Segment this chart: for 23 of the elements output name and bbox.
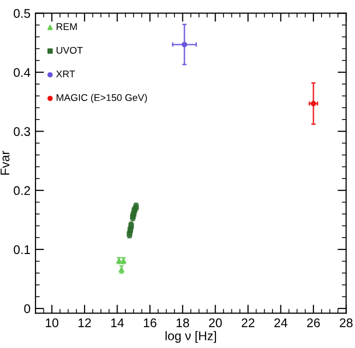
x-tick-label: 22 xyxy=(242,318,254,328)
x-tick-label: 10 xyxy=(46,318,58,328)
legend-label: UVOT xyxy=(56,46,83,54)
y-tick-label: 0.5 xyxy=(14,9,30,18)
x-tick-label: 14 xyxy=(111,318,124,328)
x-tick-label: 24 xyxy=(274,318,288,328)
y-tick-label: 0.2 xyxy=(14,186,30,196)
legend-label: XRT xyxy=(56,70,75,78)
y-tick-label: 0.1 xyxy=(14,245,30,254)
x-tick-label: 20 xyxy=(209,318,222,328)
x-tick-label: 16 xyxy=(144,318,156,328)
legend-label: MAGIC (E>150 GeV) xyxy=(56,94,147,103)
x-tick-label: 26 xyxy=(307,318,320,328)
legend-label: REM xyxy=(56,23,77,30)
y-axis-title: Fvar xyxy=(0,150,10,175)
x-axis-title: log ν [Hz] xyxy=(166,331,216,343)
point xyxy=(182,42,188,48)
x-tick-label: 28 xyxy=(340,318,353,328)
y-tick-label: 0 xyxy=(24,304,30,314)
x-tick-label: 18 xyxy=(176,318,190,328)
y-tick-label: 0.3 xyxy=(14,127,30,136)
x-tick-label: 12 xyxy=(78,318,91,328)
y-tick-label: 0.4 xyxy=(14,68,30,77)
